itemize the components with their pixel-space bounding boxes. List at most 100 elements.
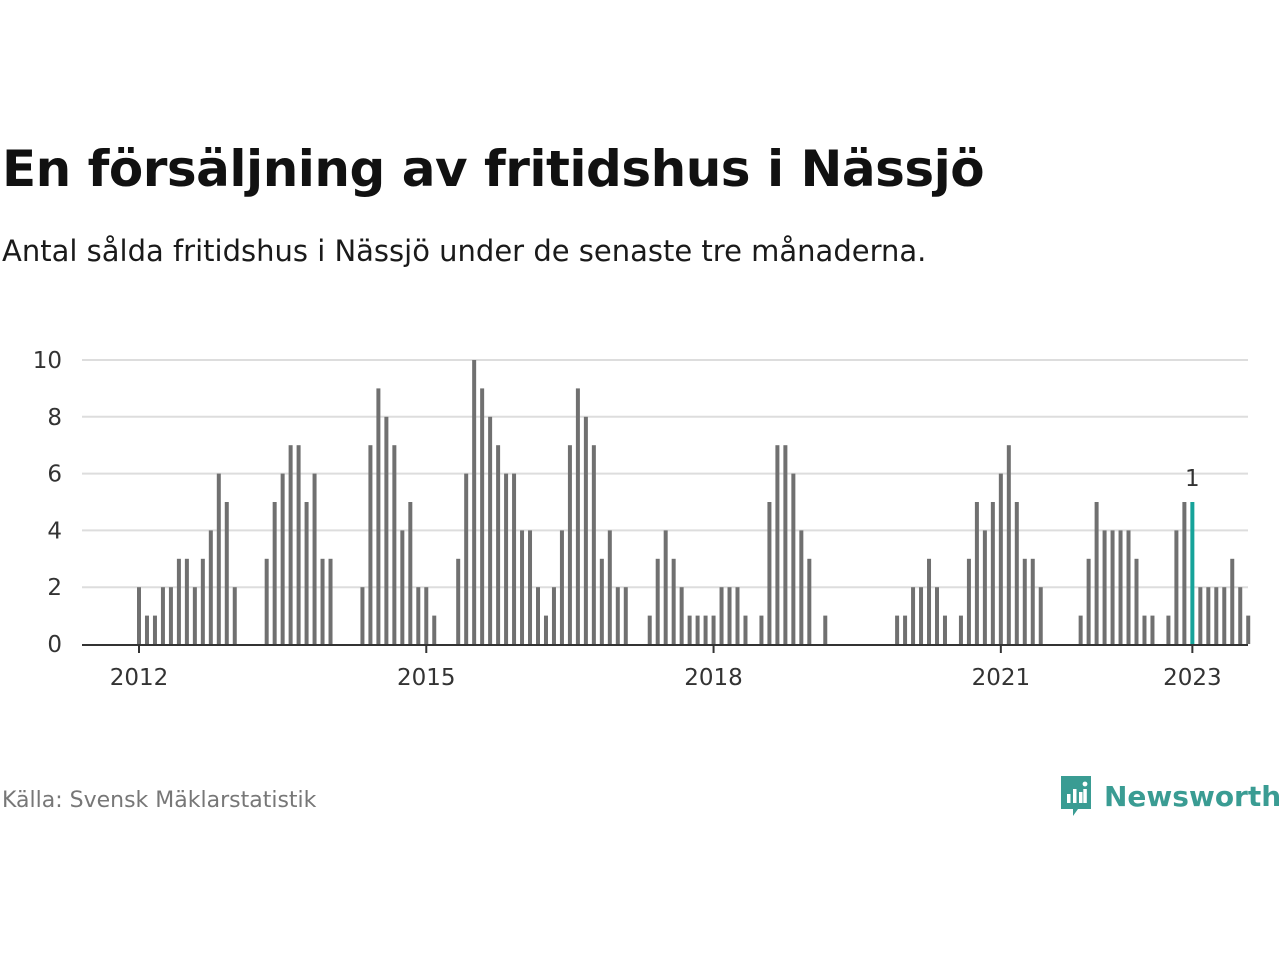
bar [647, 615, 652, 644]
bar [783, 445, 788, 644]
bar [280, 473, 285, 644]
bar [368, 445, 373, 644]
bar [288, 445, 293, 644]
bar [823, 615, 828, 644]
bar [743, 615, 748, 644]
bar [488, 416, 493, 644]
x-tick-label: 2015 [397, 665, 456, 691]
bar [935, 587, 939, 644]
bar [974, 502, 979, 644]
bar [966, 558, 971, 644]
y-tick-label: 4 [47, 518, 62, 544]
bar [1022, 558, 1027, 644]
bar [1038, 587, 1043, 644]
bar [583, 416, 588, 644]
bar [1230, 558, 1235, 644]
bar [320, 558, 325, 644]
x-tick-label: 2021 [972, 665, 1031, 691]
bar [160, 587, 165, 644]
bar [1214, 587, 1219, 644]
bar [1094, 502, 1099, 644]
bar-chart: 1 0 2 4 6 8 10 2012 2015 2018 2021 2023 [33, 348, 1251, 691]
bar [607, 530, 612, 644]
bar [719, 587, 724, 644]
bar [911, 587, 916, 644]
bar [903, 615, 908, 644]
bar [328, 558, 333, 644]
bar [927, 558, 932, 644]
bar [208, 530, 213, 644]
bar [759, 615, 764, 644]
bar [998, 473, 1003, 644]
y-tick-label: 6 [47, 462, 62, 488]
bar [192, 587, 197, 644]
bar [655, 558, 660, 644]
brand-logo: Newsworthy [1058, 772, 1280, 820]
brand-name: Newsworthy [1104, 779, 1280, 813]
bar [799, 530, 804, 644]
bar [1206, 587, 1211, 644]
bar [472, 360, 477, 644]
bar [1014, 502, 1019, 644]
bar [416, 587, 421, 644]
bar [264, 558, 269, 644]
bars: 1 [137, 360, 1251, 644]
bar [1182, 502, 1187, 644]
bar [687, 615, 692, 644]
bar [232, 587, 237, 644]
bar [1222, 587, 1227, 644]
bar [807, 558, 812, 644]
bar [671, 558, 676, 644]
bar [703, 615, 708, 644]
bar [224, 502, 229, 644]
x-tick-label: 2023 [1163, 665, 1222, 691]
bar [942, 615, 947, 644]
bar [400, 530, 405, 644]
bar [144, 615, 149, 644]
bar [895, 615, 900, 644]
bar [679, 587, 684, 644]
bar [216, 473, 221, 644]
bar [528, 530, 533, 644]
bar [360, 587, 365, 644]
bar [1118, 530, 1123, 644]
bar [384, 416, 389, 644]
bar [599, 558, 604, 644]
bar [551, 587, 556, 644]
bar [1086, 558, 1091, 644]
bar [982, 530, 987, 644]
source-note: Källa: Svensk Mäklarstatistik [2, 788, 317, 813]
bar-highlight [1190, 502, 1195, 644]
bar [152, 615, 157, 644]
bar [312, 473, 317, 644]
bar [1198, 587, 1203, 644]
chart-subtitle: Antal sålda fritidshus i Nässjö under de… [2, 234, 927, 268]
bar [512, 473, 517, 644]
bar [496, 445, 501, 644]
bar [791, 473, 796, 644]
bar [464, 473, 469, 644]
bar [1150, 615, 1155, 644]
bar [591, 445, 596, 644]
bar [304, 502, 309, 644]
bar [1246, 615, 1251, 644]
bar [1174, 530, 1179, 644]
x-tick-label: 2018 [684, 665, 743, 691]
bar [727, 587, 732, 644]
bar [296, 445, 301, 644]
bar [520, 530, 525, 644]
bar [480, 388, 485, 644]
bar [432, 615, 437, 644]
bar [958, 615, 963, 644]
bar [168, 587, 173, 644]
bar [623, 587, 628, 644]
bar [543, 615, 548, 644]
bar [615, 587, 620, 644]
bar [1126, 530, 1131, 644]
y-tick-label: 10 [33, 348, 62, 374]
bar [424, 587, 429, 644]
bar [767, 502, 772, 644]
bar [567, 445, 572, 644]
bar [1134, 558, 1139, 644]
bar [392, 445, 397, 644]
